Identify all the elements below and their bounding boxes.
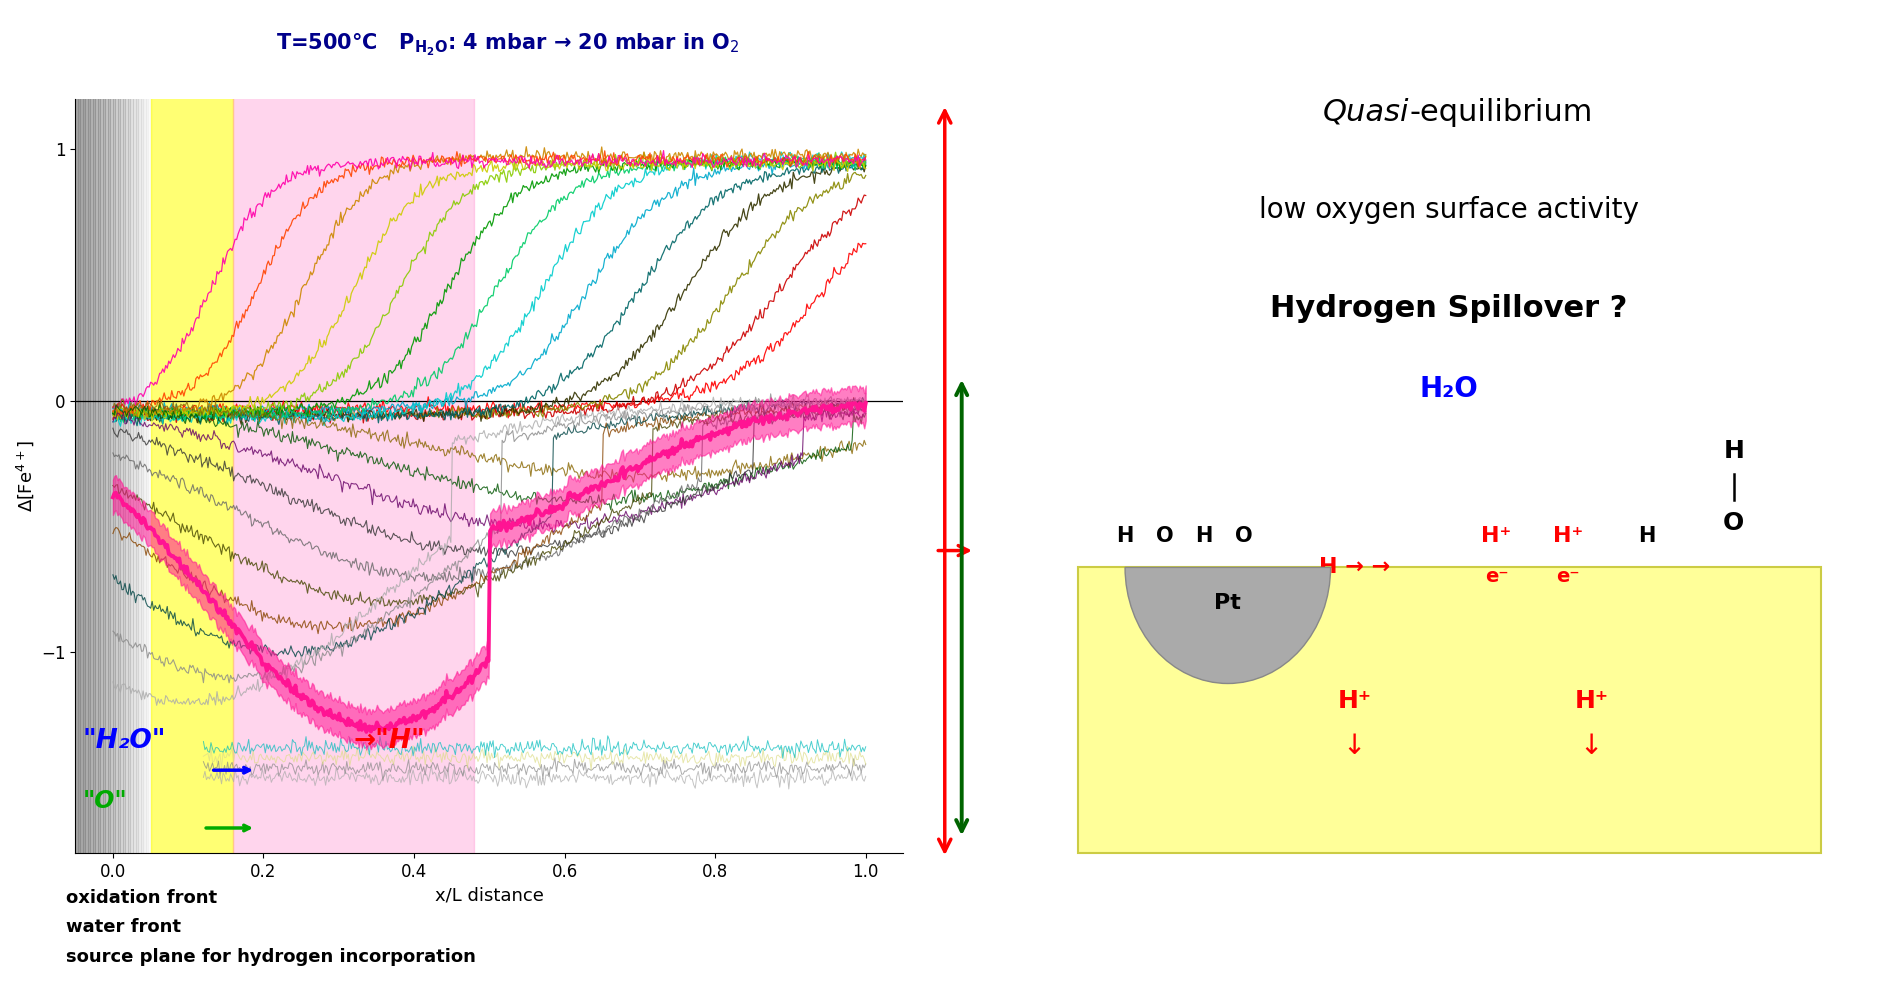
Text: oxidation front: oxidation front bbox=[66, 889, 216, 907]
Text: T=500°C   $\mathregular{P_{H_2O}}$: 4 mbar → 20 mbar in O$_2$: T=500°C $\mathregular{P_{H_2O}}$: 4 mbar… bbox=[277, 32, 740, 58]
Polygon shape bbox=[130, 24, 134, 904]
Polygon shape bbox=[151, 24, 233, 904]
Text: H: H bbox=[1637, 526, 1656, 547]
Polygon shape bbox=[120, 24, 122, 904]
Polygon shape bbox=[96, 24, 98, 904]
X-axis label: x/L distance: x/L distance bbox=[435, 887, 544, 905]
Text: water front: water front bbox=[66, 919, 181, 936]
Text: e⁻: e⁻ bbox=[1485, 566, 1507, 586]
Text: →"H": →"H" bbox=[354, 727, 425, 754]
Polygon shape bbox=[233, 24, 474, 904]
Text: Hydrogen Spillover ?: Hydrogen Spillover ? bbox=[1270, 294, 1628, 323]
Polygon shape bbox=[134, 24, 136, 904]
Text: e⁻: e⁻ bbox=[1556, 566, 1579, 586]
Text: O: O bbox=[1724, 511, 1745, 535]
Polygon shape bbox=[128, 24, 130, 904]
Polygon shape bbox=[136, 24, 137, 904]
Polygon shape bbox=[143, 24, 145, 904]
Text: H⁺: H⁺ bbox=[1481, 526, 1511, 547]
Text: H: H bbox=[1195, 526, 1212, 547]
Polygon shape bbox=[77, 24, 81, 904]
Text: H → →: H → → bbox=[1319, 558, 1391, 577]
Polygon shape bbox=[126, 24, 128, 904]
Text: H: H bbox=[1724, 439, 1745, 463]
Polygon shape bbox=[92, 24, 96, 904]
Polygon shape bbox=[111, 24, 113, 904]
Text: -equilibrium: -equilibrium bbox=[1410, 97, 1592, 127]
Text: H₂O: H₂O bbox=[1419, 375, 1479, 403]
Y-axis label: Δ[Fe$^{4+}$]: Δ[Fe$^{4+}$] bbox=[13, 440, 36, 512]
Polygon shape bbox=[107, 24, 111, 904]
Polygon shape bbox=[88, 24, 90, 904]
Polygon shape bbox=[137, 24, 141, 904]
Polygon shape bbox=[104, 24, 105, 904]
Polygon shape bbox=[83, 24, 85, 904]
Text: O: O bbox=[1156, 526, 1172, 547]
Text: H⁺: H⁺ bbox=[1575, 689, 1609, 713]
Polygon shape bbox=[122, 24, 126, 904]
Text: H⁺: H⁺ bbox=[1338, 689, 1372, 713]
Polygon shape bbox=[98, 24, 100, 904]
Wedge shape bbox=[1125, 567, 1331, 683]
Polygon shape bbox=[119, 24, 120, 904]
Text: H: H bbox=[1116, 526, 1133, 547]
Text: Quasi: Quasi bbox=[1323, 97, 1410, 127]
Text: ↓: ↓ bbox=[1342, 732, 1366, 760]
Polygon shape bbox=[75, 24, 77, 904]
Polygon shape bbox=[85, 24, 88, 904]
Text: low oxygen surface activity: low oxygen surface activity bbox=[1259, 196, 1639, 224]
Text: ↓: ↓ bbox=[1579, 732, 1603, 760]
Polygon shape bbox=[105, 24, 107, 904]
Text: source plane for hydrogen incorporation: source plane for hydrogen incorporation bbox=[66, 948, 476, 966]
Text: H⁺: H⁺ bbox=[1553, 526, 1583, 547]
Text: "O": "O" bbox=[83, 789, 128, 812]
Polygon shape bbox=[90, 24, 92, 904]
Polygon shape bbox=[141, 24, 143, 904]
Text: O: O bbox=[1235, 526, 1252, 547]
Polygon shape bbox=[81, 24, 83, 904]
Bar bbox=[1078, 567, 1820, 853]
Polygon shape bbox=[115, 24, 119, 904]
Text: "H₂O": "H₂O" bbox=[83, 727, 166, 754]
Polygon shape bbox=[113, 24, 115, 904]
Text: Pt: Pt bbox=[1214, 593, 1242, 613]
Polygon shape bbox=[100, 24, 104, 904]
